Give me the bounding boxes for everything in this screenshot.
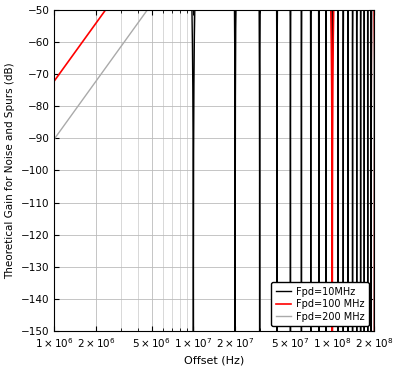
Legend: Fpd=10MHz, Fpd=100 MHz, Fpd=200 MHz: Fpd=10MHz, Fpd=100 MHz, Fpd=200 MHz xyxy=(271,282,369,326)
Fpd=200 MHz xyxy=(125,36,130,40)
Line: Fpd=100 MHz: Fpd=100 MHz xyxy=(55,10,374,331)
Fpd=100 MHz xyxy=(125,7,130,12)
Fpd=100 MHz xyxy=(371,32,376,36)
Fpd=200 MHz xyxy=(271,7,276,12)
Y-axis label: Theoretical Gain for Noise and Spurs (dB): Theoretical Gain for Noise and Spurs (dB… xyxy=(6,62,16,279)
Fpd=100 MHz xyxy=(52,78,57,83)
Fpd=100 MHz xyxy=(185,7,190,12)
Fpd=200 MHz xyxy=(233,7,238,12)
Fpd=10MHz xyxy=(271,7,276,12)
Fpd=200 MHz xyxy=(371,329,376,334)
Fpd=200 MHz xyxy=(145,7,150,12)
Fpd=10MHz xyxy=(185,7,190,12)
Fpd=200 MHz xyxy=(185,7,190,12)
Fpd=200 MHz xyxy=(342,7,347,12)
Line: Fpd=10MHz: Fpd=10MHz xyxy=(55,10,374,331)
Fpd=10MHz xyxy=(371,329,376,334)
Fpd=100 MHz xyxy=(371,329,376,334)
Fpd=10MHz xyxy=(191,329,196,334)
Fpd=100 MHz xyxy=(271,7,276,12)
Fpd=10MHz xyxy=(342,7,347,12)
Fpd=200 MHz xyxy=(371,90,376,95)
Fpd=100 MHz xyxy=(233,7,238,12)
Fpd=100 MHz xyxy=(342,7,347,12)
Fpd=200 MHz xyxy=(371,329,376,334)
X-axis label: Offset (Hz): Offset (Hz) xyxy=(184,355,245,365)
Fpd=100 MHz xyxy=(103,7,108,12)
Line: Fpd=200 MHz: Fpd=200 MHz xyxy=(55,10,374,331)
Fpd=10MHz xyxy=(371,7,376,12)
Fpd=200 MHz xyxy=(52,137,57,141)
Fpd=10MHz xyxy=(52,7,57,12)
Fpd=100 MHz xyxy=(330,329,335,334)
Fpd=10MHz xyxy=(233,110,238,115)
Fpd=10MHz xyxy=(125,7,130,12)
